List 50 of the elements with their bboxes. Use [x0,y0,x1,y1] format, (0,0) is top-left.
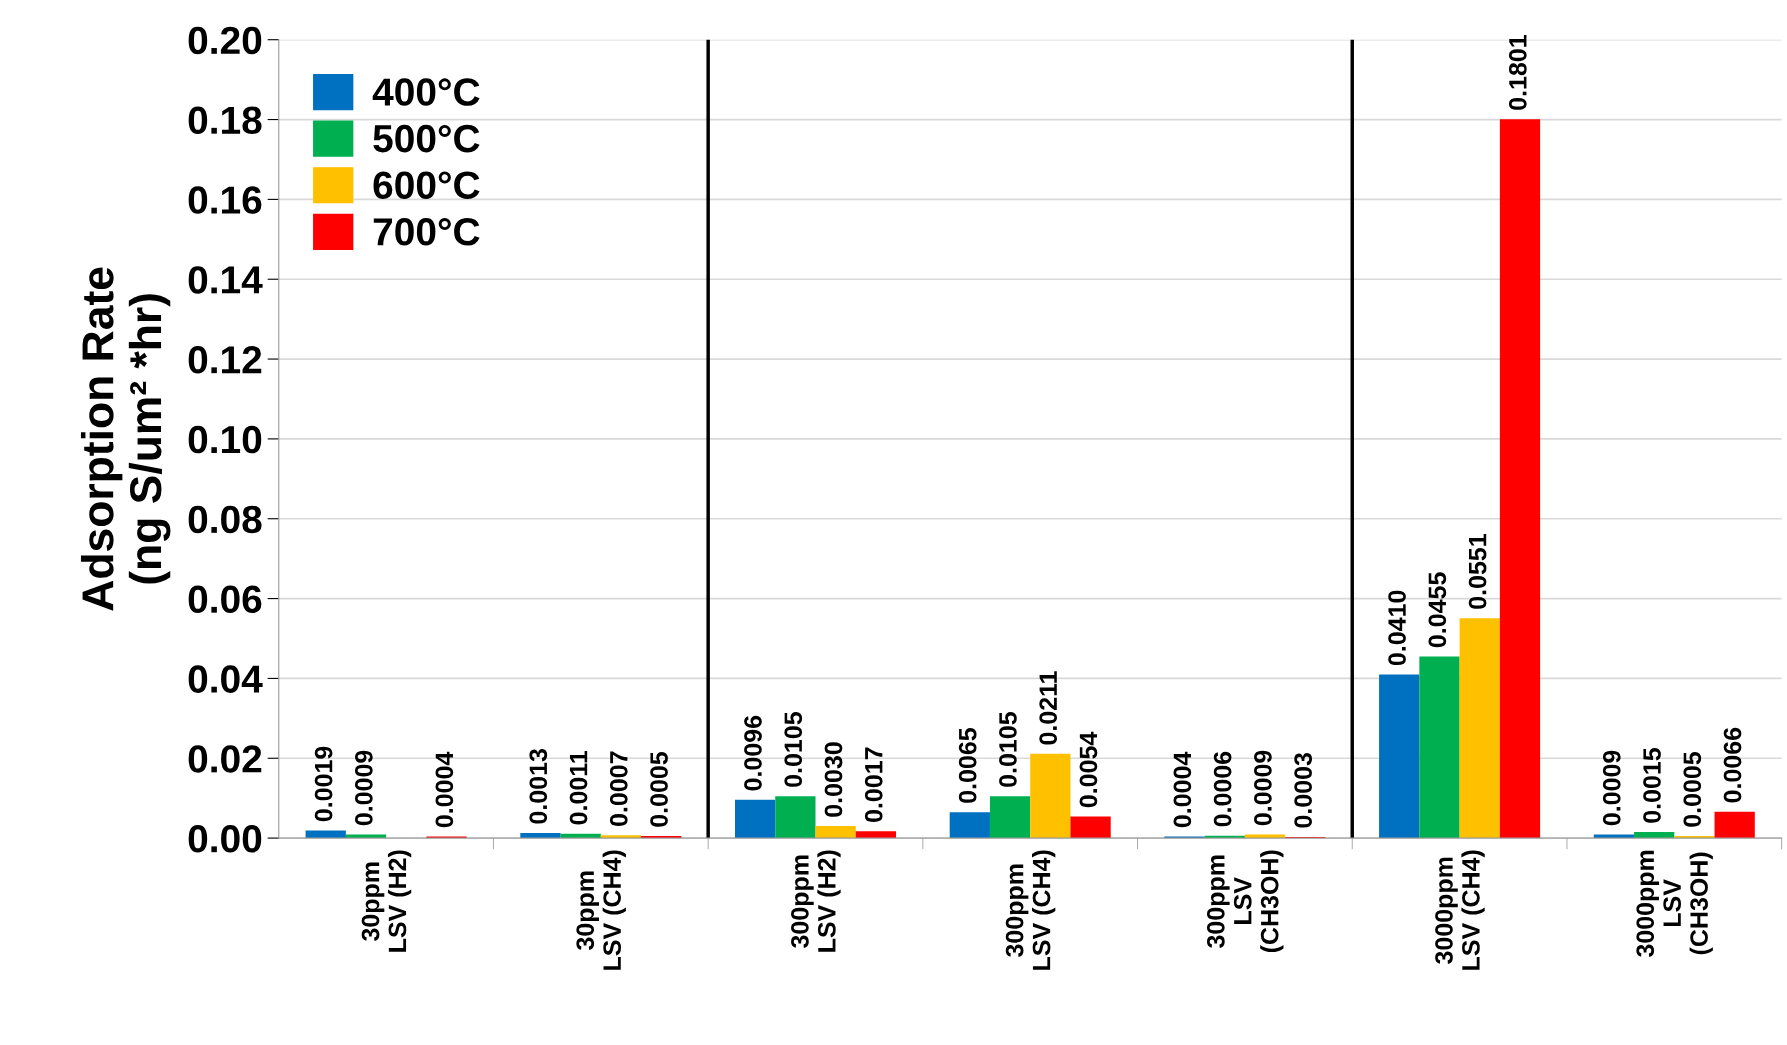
data-label: 0.0009 [1254,750,1272,826]
data-label: 0.0005 [1683,751,1702,827]
data-label: 0.0009 [1602,750,1621,826]
y-tick-label: 0.18 [188,106,262,135]
data-label: 0.0065 [958,728,977,803]
x-tick-label: 300ppm LSV (H2) [791,850,841,952]
legend-label: 500°C [373,124,480,153]
y-tick-label: 0.00 [188,825,262,853]
y-tick-label: 0.14 [188,266,263,294]
data-label: 0.1801 [1508,35,1527,110]
x-tick-label: 3000ppm LSV (CH4) [1435,850,1485,970]
data-label: 0.0005 [650,751,668,827]
y-tick-label: 0.04 [188,665,263,693]
data-label: 0.0013 [529,749,548,824]
x-tick-label: 30ppm LSV (CH4) [576,850,626,970]
data-label: 0.0551 [1468,534,1487,609]
y-tick-label: 0.02 [188,745,262,773]
data-label: 0.0105 [784,712,803,787]
data-label: 0.0003 [1294,753,1313,828]
y-tick-label: 0.16 [188,186,262,214]
data-label: 0.0007 [609,751,628,826]
x-tick-label: 300ppm LSV (CH4) [1005,850,1056,970]
data-label: 0.0019 [314,746,333,822]
x-tick-label: 300ppm LSV (CH3OH) [1206,850,1284,953]
data-label: 0.0096 [744,715,762,791]
data-label: 0.0017 [864,747,883,822]
legend-label: 400°C [372,78,480,106]
y-tick-label: 0.08 [188,505,262,534]
data-label: 0.0004 [1173,751,1192,828]
data-label: 0.0015 [1643,748,1661,823]
data-label: 0.0105 [999,712,1017,787]
data-label: 0.0455 [1428,572,1447,648]
y-tick-label: 0.20 [188,26,262,55]
x-tick-label: 3000ppm LSV (CH3OH) [1636,850,1713,958]
data-label: 0.0006 [1213,751,1232,827]
y-tick-label: 0.12 [188,346,262,374]
x-tick-label: 30ppm LSV (H2) [361,850,412,952]
data-label: 0.0410 [1388,590,1406,666]
legend-label: 600°C [373,171,480,199]
legend-label: 700°C [373,217,480,246]
data-label: 0.0066 [1723,727,1742,803]
data-label: 0.0009 [355,750,373,826]
data-label: 0.0011 [569,750,588,825]
data-label: 0.0030 [824,742,843,817]
y-axis-title: Adsorption Rate (ng S/um² *hr) [80,267,171,611]
data-label: 0.0211 [1039,671,1058,745]
data-label: 0.0054 [1079,731,1098,808]
data-label: 0.0004 [435,751,454,828]
y-tick-label: 0.06 [188,585,262,614]
y-tick-label: 0.10 [188,425,262,454]
